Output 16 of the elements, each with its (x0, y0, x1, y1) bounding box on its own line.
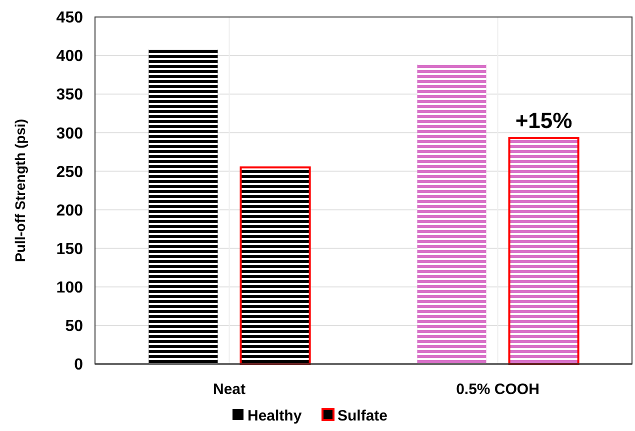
y-tick-label: 100 (56, 279, 84, 296)
y-tick-label: 0 (74, 356, 84, 374)
y-tick-label: 50 (65, 318, 84, 336)
y-tick-label: 250 (56, 164, 84, 181)
y-tick-label: 150 (56, 240, 84, 258)
y-tick-label: 350 (56, 86, 84, 104)
y-axis-title: Pull-off Strength (psi) (12, 118, 28, 262)
legend-label: Sulfate (338, 407, 388, 424)
y-tick-label: 200 (56, 202, 84, 220)
y-tick-label: 400 (56, 48, 84, 66)
x-tick-label: 0.5% COOH (456, 381, 540, 398)
legend-label: Healthy (248, 407, 302, 424)
x-tick-label: Neat (212, 381, 246, 398)
y-tick-label: 300 (56, 125, 84, 142)
annotation: +15% (515, 108, 572, 134)
y-tick-label: 450 (56, 10, 84, 27)
